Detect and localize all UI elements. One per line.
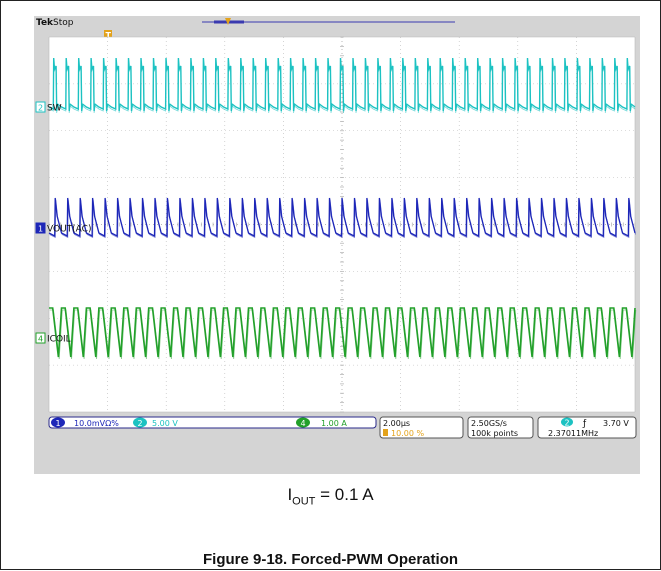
ch1-badge-label: 1	[56, 419, 61, 428]
trigger-level-readout: 3.70 V	[603, 419, 629, 428]
ch4-badge	[296, 417, 310, 428]
waveform-traces	[48, 57, 637, 360]
channel-markers: 2 SW 1 VOUT(AC) 4 ICOIL	[35, 101, 91, 345]
trigger-marker-label: T	[106, 31, 112, 40]
caption-prefix: I	[287, 485, 293, 504]
icoil-trace-persistence	[49, 309, 637, 360]
icoil-trace	[49, 307, 636, 358]
timebase-readout-box	[379, 416, 464, 439]
channel-1-marker	[35, 222, 46, 234]
oscilloscope-screen: Tek Stop T 2 SW 1 VOUT(AC) 4 ICOIL 1 10.0mVΩ%…	[35, 18, 637, 439]
acquisition-readout-box	[467, 416, 534, 439]
brand-label: Tek	[36, 18, 54, 28]
channel-2-marker-number: 2	[38, 104, 43, 113]
channel-2-marker	[35, 101, 46, 113]
ch4-badge-label: 4	[301, 419, 306, 428]
ch2-scale-readout: 5.00 V	[152, 419, 178, 428]
ch2-badge-label: 2	[138, 419, 143, 428]
ch1-badge	[51, 417, 65, 428]
ch4-scale-readout: 1.00 A	[321, 419, 347, 428]
timebase-readout: 2.00µs	[383, 419, 410, 428]
ch2-badge	[133, 417, 147, 428]
channel-4-marker-number: 4	[38, 335, 43, 344]
channel-1-marker-number: 1	[38, 225, 43, 234]
caption-subscript: OUT	[292, 495, 316, 508]
channel-4-label: ICOIL	[47, 335, 71, 345]
trigger-channel-badge	[561, 417, 573, 427]
vout-trace-persistence	[49, 199, 636, 239]
figure-title: Figure 9-18. Forced-PWM Operation	[202, 551, 459, 568]
acquisition-status: Stop	[53, 18, 74, 28]
trigger-frequency-readout: 2.37011MHz	[548, 429, 598, 438]
ch1-scale-readout: 10.0mVΩ%	[74, 419, 119, 428]
trigger-channel-label: 2	[565, 419, 570, 428]
top-border	[0, 0, 661, 1]
channel-2-label: SW	[47, 104, 62, 114]
trigger-marker-icon	[104, 30, 112, 39]
sample-rate-readout: 2.50GS/s	[471, 419, 507, 428]
trigger-position-readout: 10.00 %	[391, 429, 424, 438]
sw-trace-persistence	[48, 59, 636, 114]
trigger-position-icon-small	[383, 429, 388, 436]
caption-suffix: = 0.1 A	[315, 485, 374, 504]
trigger-position-icon	[225, 18, 231, 25]
channel-1-label: VOUT(AC)	[47, 225, 91, 235]
trigger-slope-icon: ƒ	[582, 419, 587, 429]
channel-4-marker	[35, 332, 46, 344]
operating-condition-caption: IOUT = 0.1 A	[0, 485, 661, 507]
record-length-readout: 100k points	[471, 429, 518, 438]
channel-readout-box	[48, 416, 377, 429]
